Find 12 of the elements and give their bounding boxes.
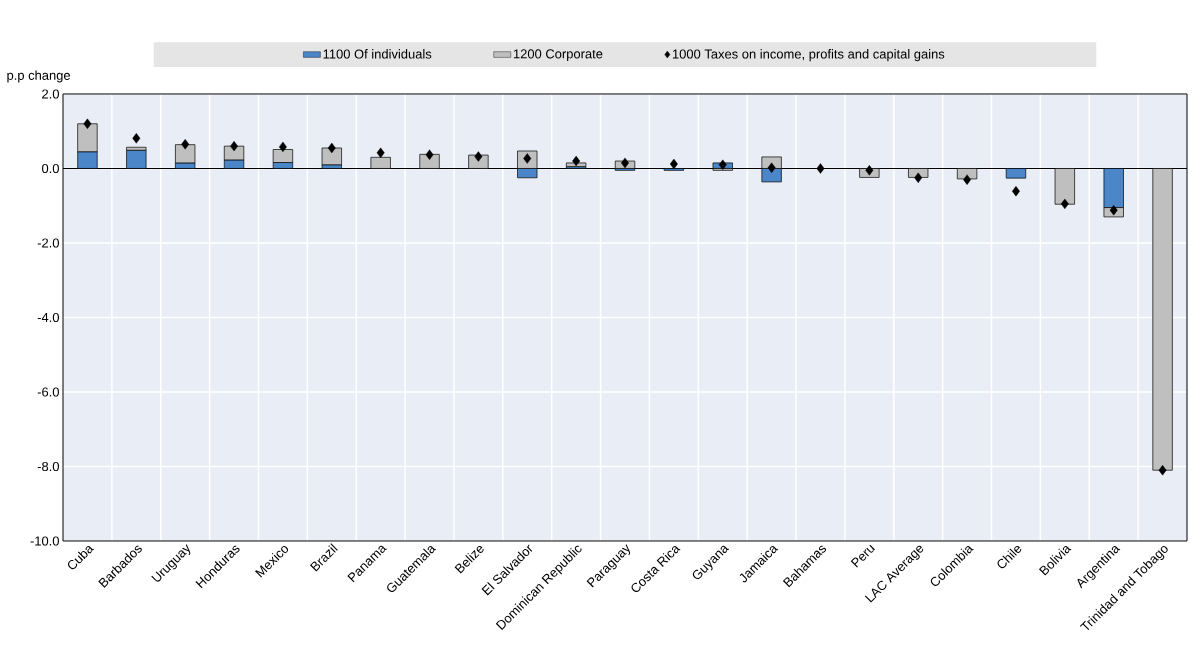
legend-label: 1000 Taxes on income, profits and capital gains: [672, 49, 945, 62]
y-tick-label: -10.0: [30, 536, 59, 546]
y-tick-label: 0.0: [41, 163, 59, 174]
y-tick-label: -4.0: [37, 312, 59, 323]
x-tick-label: Chile: [997, 545, 1022, 569]
y-tick-label: 2.0: [42, 89, 59, 99]
y-tick-label: -6.0: [37, 387, 59, 397]
legend-label: 1200 Corporate: [513, 49, 603, 62]
legend-label: 1100 Of individuals: [323, 49, 432, 59]
y-tick-label: -8.0: [37, 461, 59, 472]
y-axis-title: p.p change: [7, 70, 71, 83]
y-tick-label: -2.0: [37, 238, 59, 248]
